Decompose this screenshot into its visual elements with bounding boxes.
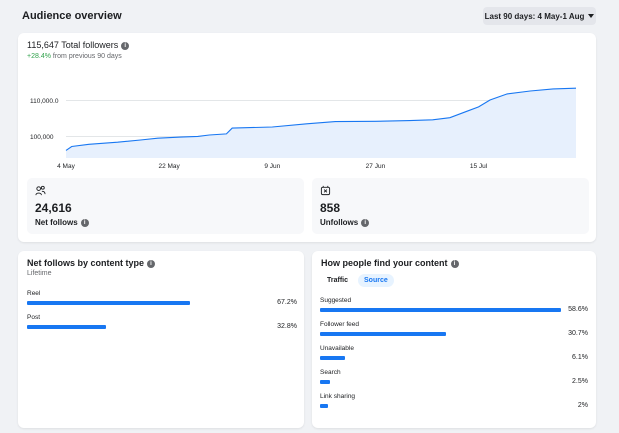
x-tick-label: 9 Jun (264, 163, 280, 170)
change-text: from previous 90 days (52, 53, 122, 60)
bar-label: Unavailable (320, 345, 354, 352)
lifetime-label: Lifetime (27, 270, 52, 277)
bar-row-suggested: Suggested 58.6% (320, 297, 588, 314)
bar-value: 2% (577, 402, 588, 409)
bar-track: 2.5% (320, 378, 588, 386)
tab-bar: Traffic Source (321, 274, 394, 287)
bar-track: 32.8% (27, 323, 297, 331)
x-tick-label: 15 Jul (470, 163, 488, 170)
net-follows-stat: 24,616 Net follows i (27, 178, 304, 234)
bar-label: Link sharing (320, 393, 356, 400)
followers-chart: 110,000.0 100,000 4 May 22 May 9 Jun 27 Jun 15… (30, 87, 577, 170)
unfollow-icon (320, 185, 331, 196)
y-tick-label: 100,000 (30, 134, 54, 141)
people-icon (35, 185, 46, 196)
tab-source[interactable]: Source (358, 274, 394, 287)
bar-fill (320, 308, 561, 312)
bar-fill (27, 325, 107, 329)
bar-value: 30.7% (568, 330, 588, 337)
total-followers-heading: 115,647 Total followers i (27, 40, 130, 50)
series-line (65, 87, 577, 151)
info-icon[interactable]: i (147, 259, 156, 268)
bar-row-link-sharing: Link sharing 2% (320, 393, 588, 410)
card-title-text: Net follows by content type (27, 258, 145, 268)
followers-change: +28.4% from previous 90 days (27, 53, 122, 60)
unfollows-value: 858 (320, 201, 341, 215)
info-icon[interactable]: i (80, 218, 89, 227)
bar-track: 30.7% (320, 330, 588, 338)
bar-track: 58.6% (320, 306, 588, 314)
net-follows-label-row: Net follows i (35, 218, 89, 227)
bar-track: 6.1% (320, 354, 588, 362)
date-range-label: Last 90 days: 4 May-1 Aug (484, 11, 585, 21)
bar-value: 32.8% (277, 323, 297, 330)
bar-row-search: Search 2.5% (320, 369, 588, 386)
card-title-text: How people find your content (321, 258, 448, 268)
net-follows-value: 24,616 (35, 201, 72, 215)
bar-track: 67.2% (27, 299, 297, 307)
followers-card: 115,647 Total followers i +28.4% from pre… (18, 33, 596, 242)
bar-label: Suggested (320, 297, 352, 304)
bar-label: Reel (27, 290, 41, 297)
info-icon[interactable]: i (121, 41, 130, 50)
bar-label: Post (27, 314, 41, 321)
bar-value: 58.6% (568, 306, 588, 313)
net-follows-label: Net follows (35, 218, 78, 227)
tab-traffic[interactable]: Traffic (327, 277, 349, 284)
bar-value: 67.2% (277, 299, 297, 306)
unfollows-stat: 858 Unfollows i (312, 178, 589, 234)
bar-row-reel: Reel 67.2% (27, 290, 297, 307)
bar-row-unavailable: Unavailable 6.1% (320, 345, 588, 362)
change-value: +28.4% (27, 53, 51, 60)
bar-label: Follower feed (320, 321, 360, 328)
bar-label: Search (320, 369, 341, 376)
bar-row-follower-feed: Follower feed 30.7% (320, 321, 588, 338)
info-icon[interactable]: i (450, 259, 459, 268)
x-tick-label: 22 May (158, 163, 180, 170)
bar-value: 6.1% (572, 354, 588, 361)
net-follows-by-type-card: Net follows by content type i Lifetime Re… (18, 251, 304, 428)
unfollows-label-row: Unfollows i (320, 218, 370, 227)
info-icon[interactable]: i (361, 218, 370, 227)
net-follows-by-type-title: Net follows by content type i (27, 258, 156, 268)
total-followers: 115,647 Total followers (27, 40, 119, 50)
chevron-down-icon (588, 14, 595, 18)
unfollows-label: Unfollows (320, 218, 359, 227)
x-tick-label: 4 May (57, 163, 75, 170)
bar-fill (27, 301, 190, 305)
bar-fill (320, 356, 346, 360)
y-tick-label: 110,000.0 (30, 98, 59, 105)
bar-fill (320, 332, 447, 336)
bar-value: 2.5% (572, 378, 588, 385)
bar-fill (320, 380, 331, 384)
bar-track: 2% (320, 402, 588, 410)
page-title: Audience overview (22, 10, 122, 22)
find-content-card: How people find your content i Traffic So… (312, 251, 596, 428)
x-tick-label: 27 Jun (366, 163, 386, 170)
bar-row-post: Post 32.8% (27, 314, 297, 331)
bar-fill (320, 404, 329, 408)
date-range-dropdown[interactable]: Last 90 days: 4 May-1 Aug (483, 7, 596, 25)
find-content-title: How people find your content i (321, 258, 459, 268)
